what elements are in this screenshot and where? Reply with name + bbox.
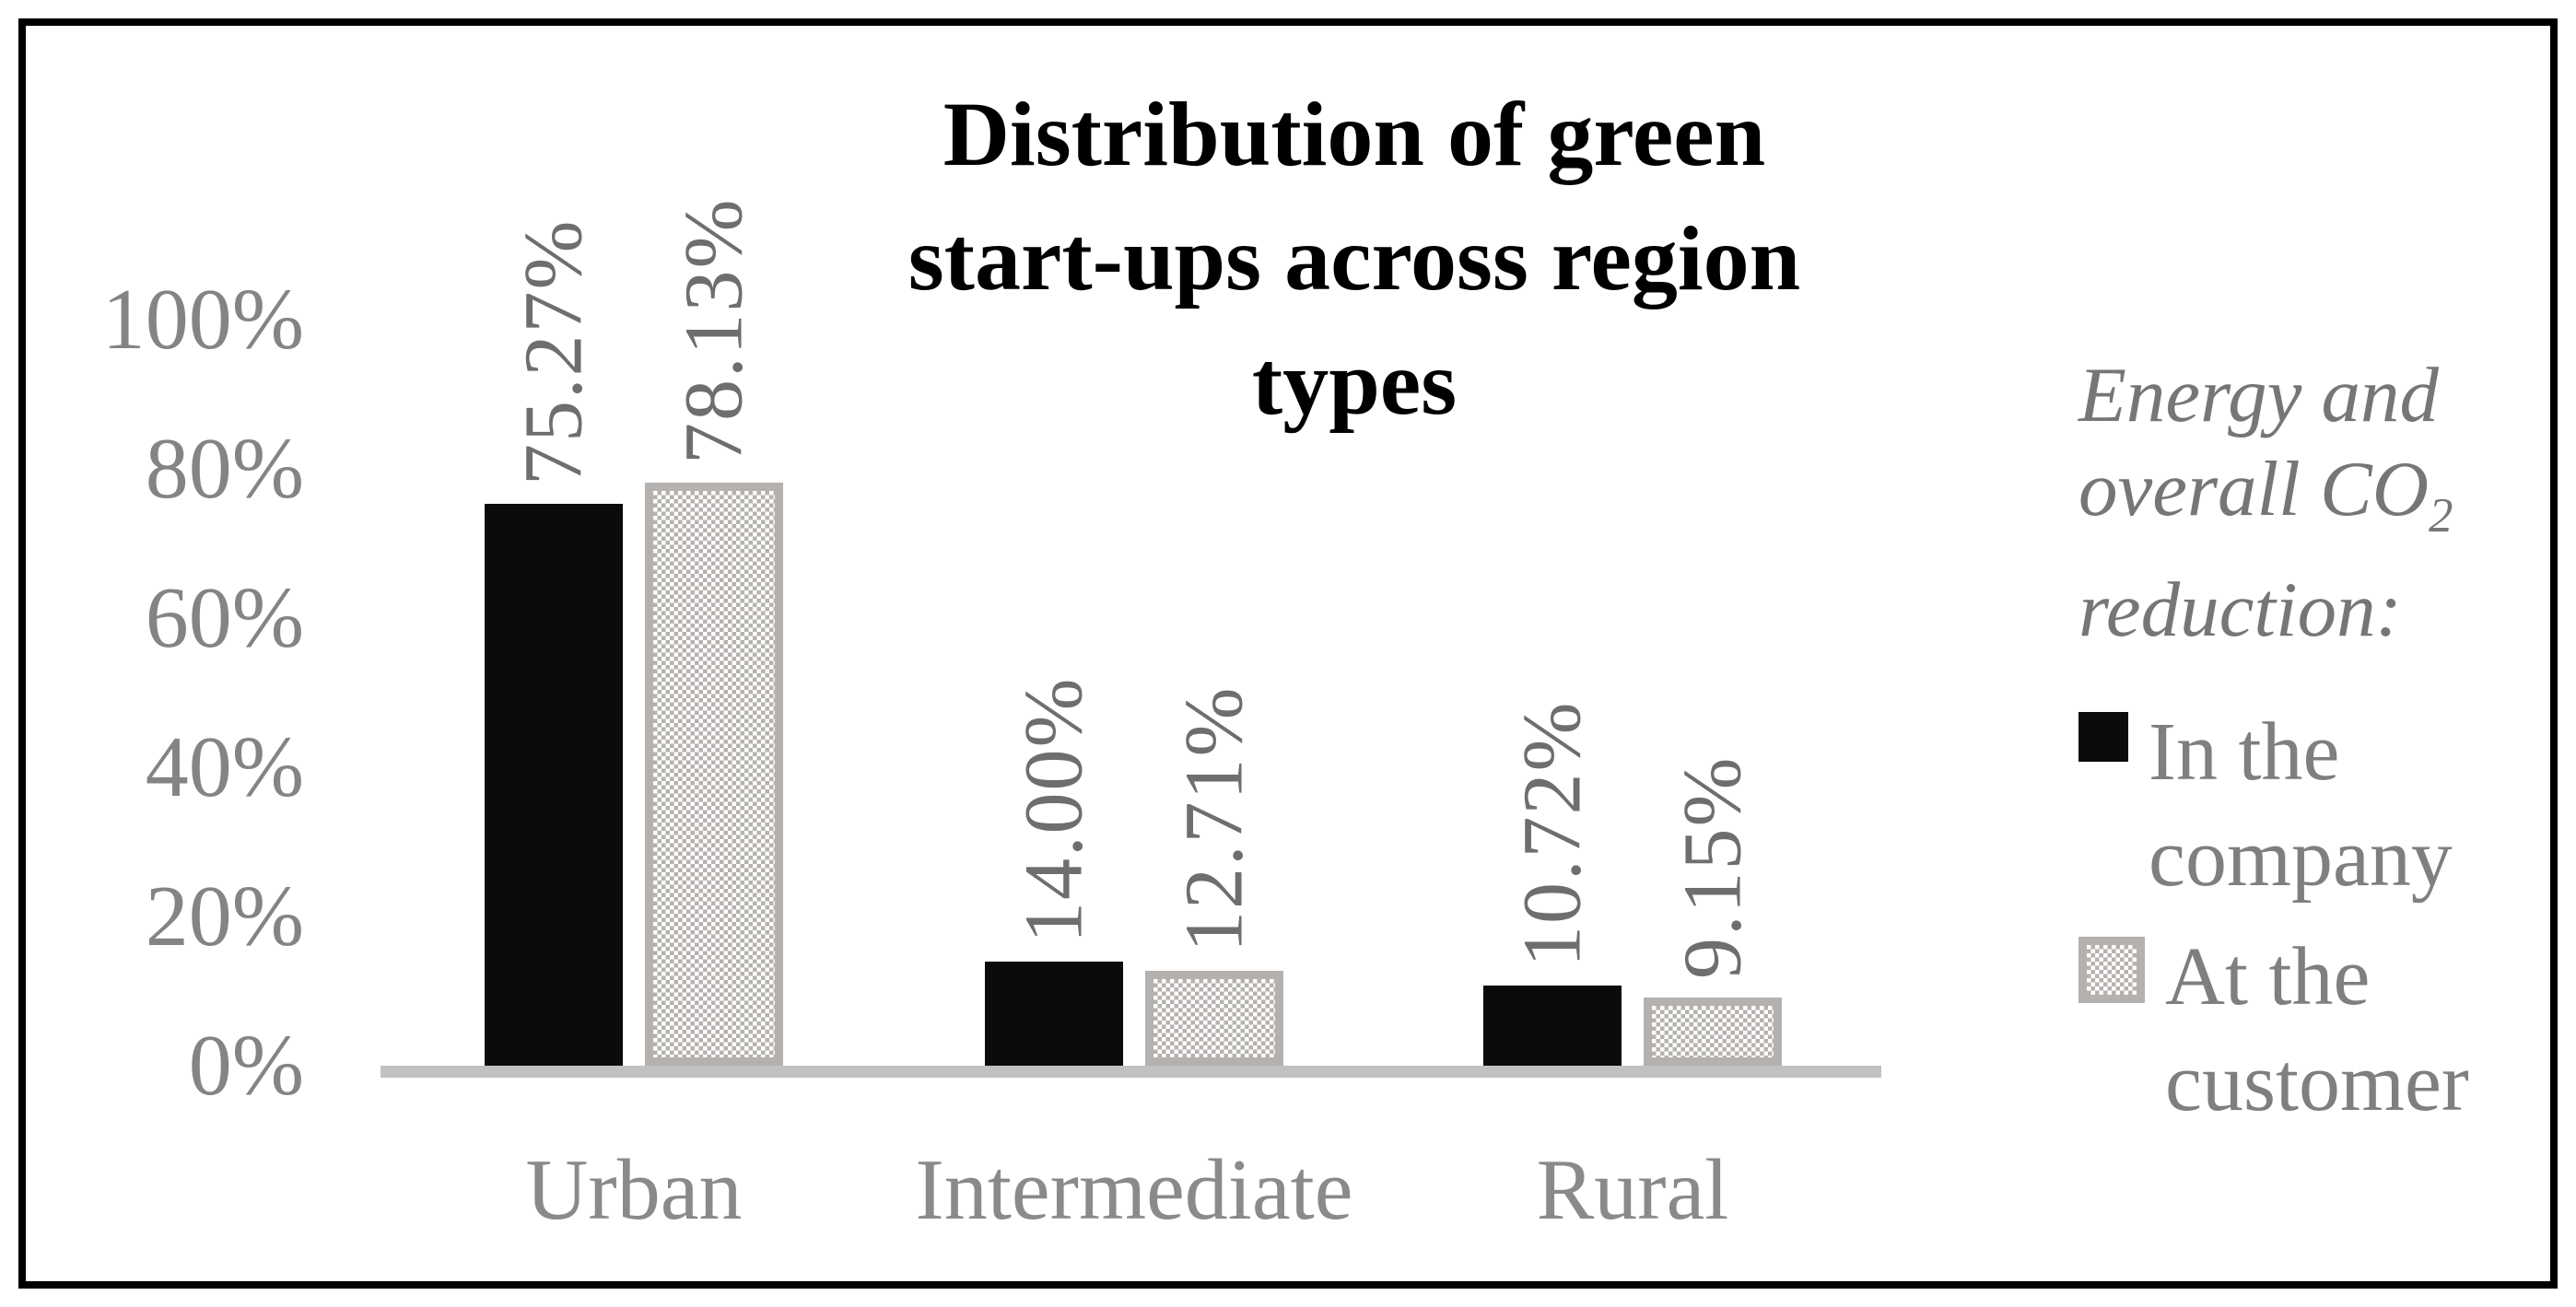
legend-header-line-3: reduction: <box>2078 566 2402 653</box>
data-label-text: 14.00% <box>1008 676 1100 943</box>
figure-border <box>18 18 2558 1289</box>
y-tick-label-0: 0% <box>188 1018 304 1114</box>
data-label-urban-in-the-company: 75.27% <box>507 219 602 485</box>
y-tick-label-80: 80% <box>145 421 304 517</box>
bar-rural-at-the-customer <box>1644 998 1782 1066</box>
y-tick-label-40: 40% <box>145 719 304 815</box>
chart-title: Distribution of green start-ups across r… <box>802 72 1907 445</box>
x-category-label-urban: Urban <box>525 1142 743 1238</box>
legend-items: In the company At the customer <box>2078 699 2567 1136</box>
legend-item-label-line: company <box>2149 812 2453 904</box>
legend-swatch-checkered <box>2078 937 2145 1003</box>
legend-item-label-line: At the <box>2165 931 2371 1022</box>
data-label-urban-at-the-customer: 78.13% <box>667 198 762 464</box>
y-tick-label-20: 20% <box>145 869 304 964</box>
data-label-rural-at-the-customer: 9.15% <box>1666 756 1761 979</box>
chart-title-line-2: start-ups across region <box>907 207 1801 309</box>
bar-intermediate-at-the-customer <box>1145 971 1283 1066</box>
legend-header: Energy and overall CO2 reduction: <box>2078 348 2567 657</box>
data-label-text: 12.71% <box>1168 685 1260 952</box>
bar-intermediate-in-the-company <box>985 962 1123 1066</box>
data-label-rural-in-the-company: 10.72% <box>1505 701 1600 967</box>
legend-item-label: At the customer <box>2165 924 2506 1136</box>
x-category-label-rural: Rural <box>1536 1142 1729 1238</box>
bar-urban-in-the-company <box>485 504 623 1066</box>
legend-item-at-the-customer: At the customer <box>2078 924 2567 1136</box>
data-label-text: 9.15% <box>1667 755 1759 979</box>
bar-rural-in-the-company <box>1483 986 1622 1066</box>
legend-item-label-line: In the <box>2149 706 2340 798</box>
x-axis-baseline <box>381 1066 1881 1078</box>
chart-title-line-1: Distribution of green <box>943 83 1766 185</box>
data-label-text: 10.72% <box>1506 700 1598 967</box>
co2-subscript: 2 <box>2429 489 2453 543</box>
y-tick-label-60: 60% <box>145 570 304 666</box>
legend-header-line-1: Energy and <box>2078 352 2440 438</box>
bar-urban-at-the-customer <box>645 483 783 1066</box>
legend-header-line-2: overall CO2 <box>2078 446 2453 543</box>
chart-title-line-3: types <box>1251 332 1458 434</box>
data-label-text: 78.13% <box>668 197 760 464</box>
legend-item-label-line: customer <box>2165 1037 2469 1128</box>
legend-item-label: In the company <box>2149 699 2489 911</box>
x-category-label-intermediate: Intermediate <box>915 1142 1353 1238</box>
y-tick-label-100: 100% <box>101 272 304 368</box>
legend-swatch-solid <box>2078 712 2128 762</box>
data-label-intermediate-at-the-customer: 12.71% <box>1167 686 1262 952</box>
legend-item-in-the-company: In the company <box>2078 699 2567 911</box>
legend: Energy and overall CO2 reduction: In the… <box>2078 348 2567 1136</box>
data-label-text: 75.27% <box>508 218 600 485</box>
data-label-intermediate-in-the-company: 14.00% <box>1007 677 1102 943</box>
